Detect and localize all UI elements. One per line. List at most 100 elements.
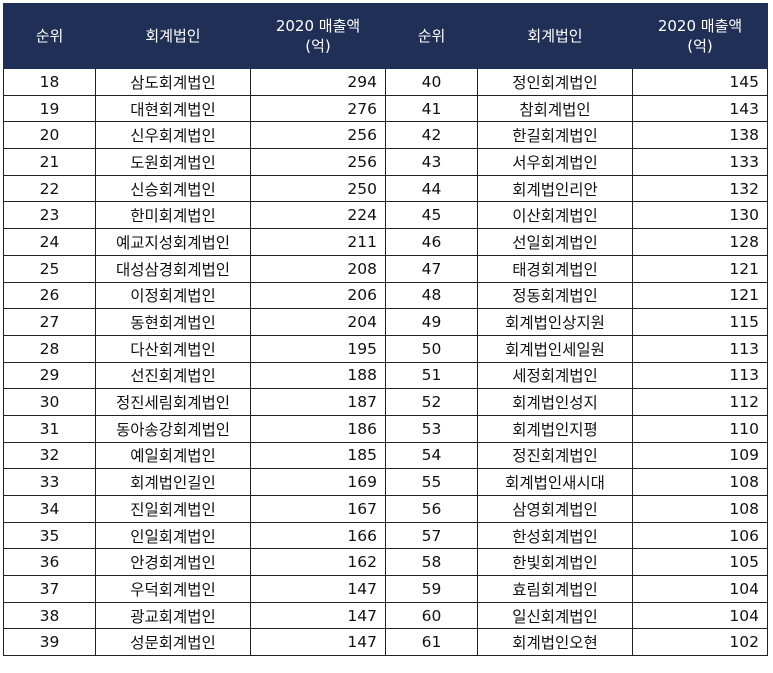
table-row: 31 동아송강회계법인 186 53 회계법인지평 110 (3, 414, 768, 443)
header-revenue-left: 2020 매출액 (억) (250, 3, 386, 69)
firm-name-cell-right: 회계법인지평 (477, 414, 633, 443)
firm-name-cell-left: 인일회계법인 (95, 521, 251, 550)
rank-cell-right: 48 (385, 281, 478, 310)
header-rank-right: 순위 (385, 3, 478, 69)
rank-cell-left: 36 (3, 548, 96, 577)
rank-cell-left: 33 (3, 468, 96, 496)
rank-cell-right: 40 (385, 68, 478, 96)
header-row: 순위 회계법인 2020 매출액 (억) 순위 회계법인 2020 매출액 (억… (3, 3, 768, 69)
revenue-cell-left: 294 (250, 68, 386, 96)
firm-name-cell-right: 이산회계법인 (477, 201, 633, 230)
revenue-cell-right: 112 (632, 388, 768, 416)
rank-cell-left: 30 (3, 388, 96, 416)
firm-name-cell-right: 회계법인상지원 (477, 308, 633, 336)
revenue-cell-right: 113 (632, 361, 768, 390)
table-row: 19 대현회계법인 276 41 참회계법인 143 (3, 94, 768, 123)
rank-cell-right: 44 (385, 174, 478, 203)
revenue-cell-right: 108 (632, 468, 768, 496)
firm-name-cell-right: 효림회계법인 (477, 575, 633, 603)
revenue-cell-right: 104 (632, 601, 768, 630)
revenue-cell-left: 206 (250, 281, 386, 310)
rank-cell-right: 49 (385, 308, 478, 336)
revenue-cell-right: 128 (632, 228, 768, 256)
firm-name-cell-left: 신승회계법인 (95, 174, 251, 203)
firm-name-cell-right: 회계법인리안 (477, 174, 633, 203)
firm-name-cell-right: 정동회계법인 (477, 281, 633, 310)
revenue-cell-left: 224 (250, 201, 386, 230)
firm-name-cell-left: 정진세림회계법인 (95, 388, 251, 416)
revenue-cell-left: 147 (250, 601, 386, 630)
header-revenue-line1: 2020 매출액 (657, 17, 743, 35)
firm-name-cell-right: 한길회계법인 (477, 121, 633, 150)
firm-name-cell-right: 한성회계법인 (477, 521, 633, 550)
rank-cell-left: 24 (3, 228, 96, 256)
table-row: 18 삼도회계법인 294 40 정인회계법인 145 (3, 68, 768, 96)
firm-name-cell-left: 삼도회계법인 (95, 68, 251, 96)
table-row: 32 예일회계법인 185 54 정진회계법인 109 (3, 441, 768, 470)
revenue-cell-left: 211 (250, 228, 386, 256)
revenue-cell-right: 145 (632, 68, 768, 96)
rank-cell-left: 23 (3, 201, 96, 230)
header-firm-left: 회계법인 (95, 3, 251, 69)
table-row: 23 한미회계법인 224 45 이산회계법인 130 (3, 201, 768, 230)
rank-cell-right: 57 (385, 521, 478, 550)
ranking-table-container: 순위 회계법인 2020 매출액 (억) 순위 회계법인 2020 매출액 (억… (3, 3, 768, 657)
table-row: 35 인일회계법인 166 57 한성회계법인 106 (3, 521, 768, 550)
revenue-cell-right: 133 (632, 148, 768, 176)
table-row: 28 다산회계법인 195 50 회계법인세일원 113 (3, 334, 768, 363)
table-row: 34 진일회계법인 167 56 삼영회계법인 108 (3, 495, 768, 523)
rank-cell-right: 59 (385, 575, 478, 603)
header-revenue-right: 2020 매출액 (억) (632, 3, 768, 69)
firm-name-cell-right: 세정회계법인 (477, 361, 633, 390)
rank-cell-left: 18 (3, 68, 96, 96)
firm-name-cell-right: 정진회계법인 (477, 441, 633, 470)
rank-cell-left: 20 (3, 121, 96, 150)
table-row: 36 안경회계법인 162 58 한빛회계법인 105 (3, 548, 768, 577)
rank-cell-right: 61 (385, 628, 478, 657)
revenue-cell-left: 188 (250, 361, 386, 390)
firm-name-cell-left: 선진회계법인 (95, 361, 251, 390)
rank-cell-right: 60 (385, 601, 478, 630)
rank-cell-right: 53 (385, 414, 478, 443)
firm-name-cell-left: 동현회계법인 (95, 308, 251, 336)
firm-name-cell-left: 우덕회계법인 (95, 575, 251, 603)
rank-cell-right: 54 (385, 441, 478, 470)
revenue-cell-right: 109 (632, 441, 768, 470)
firm-name-cell-right: 회계법인오현 (477, 628, 633, 657)
revenue-cell-right: 108 (632, 495, 768, 523)
header-revenue-line2: (억) (687, 37, 713, 55)
firm-name-cell-right: 삼영회계법인 (477, 495, 633, 523)
rank-cell-right: 43 (385, 148, 478, 176)
rank-cell-left: 31 (3, 414, 96, 443)
rank-cell-left: 26 (3, 281, 96, 310)
revenue-cell-right: 110 (632, 414, 768, 443)
table-row: 27 동현회계법인 204 49 회계법인상지원 115 (3, 308, 768, 336)
firm-name-cell-left: 다산회계법인 (95, 334, 251, 363)
revenue-cell-left: 185 (250, 441, 386, 470)
firm-name-cell-left: 이정회계법인 (95, 281, 251, 310)
rank-cell-left: 21 (3, 148, 96, 176)
firm-name-cell-right: 한빛회계법인 (477, 548, 633, 577)
revenue-cell-right: 104 (632, 575, 768, 603)
revenue-cell-left: 147 (250, 575, 386, 603)
rank-cell-left: 37 (3, 575, 96, 603)
rank-cell-left: 25 (3, 254, 96, 283)
firm-name-cell-left: 대현회계법인 (95, 94, 251, 123)
table-row: 39 성문회계법인 147 61 회계법인오현 102 (3, 628, 768, 657)
rank-cell-right: 45 (385, 201, 478, 230)
table-row: 29 선진회계법인 188 51 세정회계법인 113 (3, 361, 768, 390)
table-row: 26 이정회계법인 206 48 정동회계법인 121 (3, 281, 768, 310)
table-row: 38 광교회계법인 147 60 일신회계법인 104 (3, 601, 768, 630)
revenue-cell-left: 167 (250, 495, 386, 523)
table-row: 30 정진세림회계법인 187 52 회계법인성지 112 (3, 388, 768, 416)
rank-cell-left: 38 (3, 601, 96, 630)
revenue-cell-right: 132 (632, 174, 768, 203)
rank-cell-right: 42 (385, 121, 478, 150)
rank-cell-right: 41 (385, 94, 478, 123)
rank-cell-left: 34 (3, 495, 96, 523)
firm-name-cell-left: 신우회계법인 (95, 121, 251, 150)
table-row: 37 우덕회계법인 147 59 효림회계법인 104 (3, 575, 768, 603)
revenue-cell-left: 276 (250, 94, 386, 123)
rank-cell-right: 56 (385, 495, 478, 523)
revenue-cell-right: 106 (632, 521, 768, 550)
